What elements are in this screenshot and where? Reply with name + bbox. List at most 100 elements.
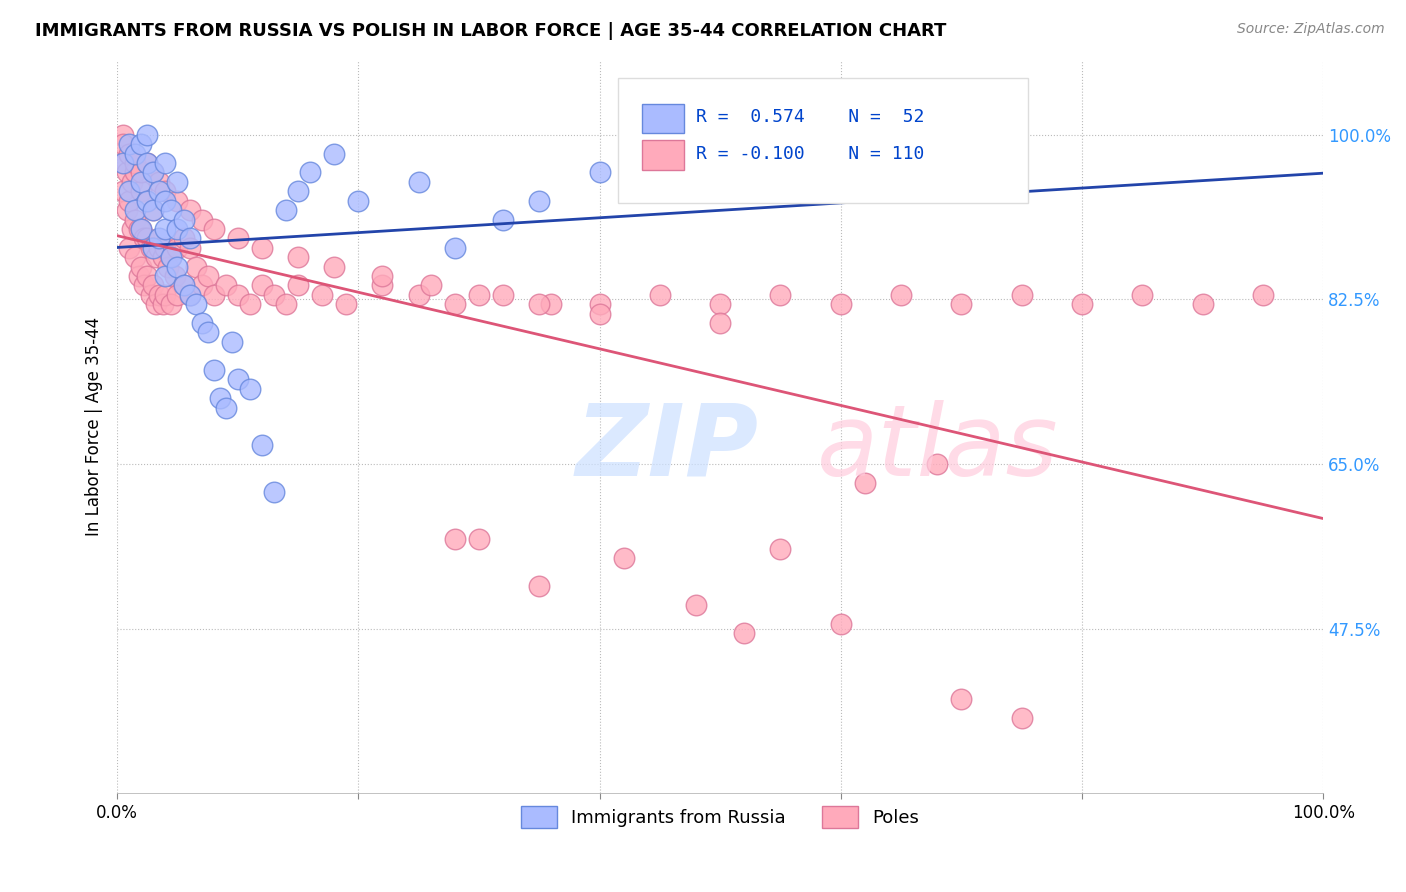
Point [145,297,167,311]
Point [347,194,370,208]
Text: Source: ZipAtlas.com: Source: ZipAtlas.com [1237,22,1385,37]
Point [173,278,195,293]
Point [1130,287,1153,301]
Point [148,184,170,198]
Point [540,297,562,311]
Point [208,391,231,405]
Point [139,241,162,255]
Point [142,203,165,218]
Point [166,260,188,274]
Point [648,287,671,301]
Point [131,222,153,236]
Point [118,146,141,161]
Text: R =  0.574    N =  52: R = 0.574 N = 52 [696,108,924,126]
Point [830,617,852,632]
Point [529,297,551,311]
Point [419,278,441,293]
Point [215,278,238,293]
Point [173,231,195,245]
Point [444,241,467,255]
Point [226,287,249,301]
Point [155,156,177,170]
Point [226,372,249,386]
Point [142,165,165,179]
Point [136,268,159,283]
FancyBboxPatch shape [641,140,683,169]
Point [1071,297,1094,311]
Point [142,165,165,179]
Point [148,241,170,255]
Point [853,475,876,490]
Point [190,316,212,330]
Point [155,268,177,283]
Point [250,241,273,255]
Point [179,287,201,301]
Point [202,287,225,301]
Point [184,297,207,311]
Point [335,297,357,311]
Point [128,268,150,283]
Point [250,278,273,293]
Point [927,457,949,471]
Point [287,250,309,264]
Point [890,287,912,301]
Point [128,222,150,236]
Point [190,278,212,293]
Point [215,401,238,415]
Point [148,231,170,245]
Point [648,156,671,170]
FancyBboxPatch shape [641,103,683,133]
Point [769,287,792,301]
Point [155,194,177,208]
Point [769,541,792,556]
Point [112,156,135,170]
Point [468,533,491,547]
Point [371,268,394,283]
Point [136,156,159,170]
Point [115,203,138,218]
Point [179,231,201,245]
Point [179,287,201,301]
Point [136,194,159,208]
Point [124,156,146,170]
Point [468,287,491,301]
Point [950,692,973,706]
Point [152,250,174,264]
Point [124,212,146,227]
Point [287,184,309,198]
Point [190,212,212,227]
Point [588,297,610,311]
Point [160,297,183,311]
Point [492,287,515,301]
Point [250,438,273,452]
Point [112,128,135,142]
Point [155,222,177,236]
Point [118,137,141,152]
Point [155,287,177,301]
Point [197,268,219,283]
Point [131,165,153,179]
Point [239,382,262,396]
Point [202,222,225,236]
Point [166,175,188,189]
Point [173,212,195,227]
Point [173,278,195,293]
Point [118,184,141,198]
Point [142,203,165,218]
Point [145,250,167,264]
Point [197,326,219,340]
Point [529,579,551,593]
Text: ZIP: ZIP [575,400,758,497]
Point [136,231,159,245]
Point [221,334,243,349]
Point [132,278,155,293]
Point [371,278,394,293]
Point [709,297,731,311]
Point [142,241,165,255]
Point [118,146,141,161]
Point [121,222,143,236]
Point [299,165,322,179]
Point [160,250,183,264]
Point [323,146,346,161]
Point [179,241,201,255]
